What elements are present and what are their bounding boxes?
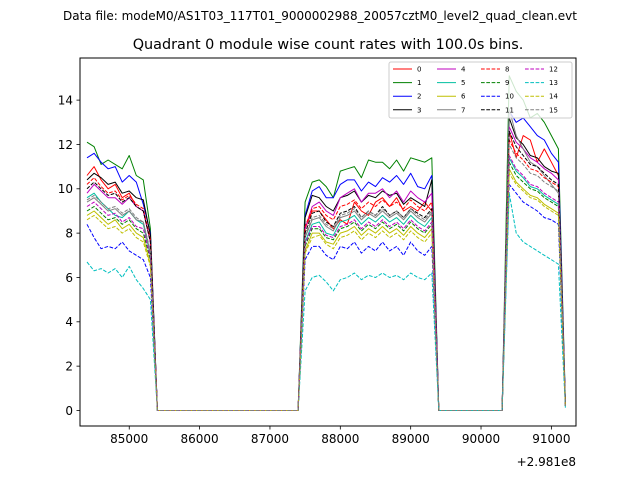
legend-label-9: 9	[505, 79, 509, 87]
legend-frame	[388, 61, 573, 119]
x-offset-label: +2.981e8	[517, 455, 576, 469]
series-line-15	[86, 144, 566, 411]
y-axis: 0 2 4 6 8 10 12 14	[58, 93, 80, 418]
series-line-4	[86, 126, 566, 411]
series-line-8	[86, 139, 566, 411]
legend-label-4: 4	[461, 66, 466, 74]
series-line-9	[86, 161, 566, 411]
legend-label-8: 8	[505, 66, 509, 74]
series-line-1	[86, 75, 566, 411]
series-line-2	[86, 110, 566, 411]
series-layer	[86, 75, 566, 411]
legend-label-13: 13	[549, 79, 558, 87]
legend-label-14: 14	[549, 93, 558, 101]
x-tick-label: 86000	[181, 432, 219, 446]
series-line-0	[86, 130, 566, 411]
y-tick-label: 4	[65, 315, 73, 329]
series-line-11	[86, 130, 566, 411]
series-line-14	[86, 172, 566, 411]
y-tick-label: 6	[65, 271, 73, 285]
legend-label-1: 1	[417, 79, 421, 87]
y-tick-label: 14	[58, 93, 73, 107]
x-tick-label: 87000	[251, 432, 289, 446]
y-tick-label: 2	[65, 359, 73, 373]
y-tick-label: 0	[65, 404, 73, 418]
series-line-10	[86, 183, 566, 411]
legend-label-3: 3	[417, 106, 421, 114]
series-line-12	[86, 155, 566, 411]
legend-label-7: 7	[461, 106, 465, 114]
x-tick-label: 89000	[392, 432, 430, 446]
x-tick-label: 85000	[110, 432, 148, 446]
x-tick-label: 91000	[532, 432, 570, 446]
legend-label-0: 0	[417, 66, 421, 74]
x-tick-label: 88000	[321, 432, 359, 446]
y-tick-label: 8	[65, 226, 73, 240]
y-tick-label: 12	[58, 138, 73, 152]
legend-label-15: 15	[549, 106, 558, 114]
legend-label-11: 11	[505, 106, 514, 114]
suptitle: Data file: modeM0/AS1T03_117T01_90000029…	[63, 9, 577, 23]
plot-area: 85000 86000 87000 88000 89000 90000 91000 0 2 4 6…	[58, 57, 577, 469]
series-line-5	[86, 157, 566, 411]
x-axis: 85000 86000 87000 88000 89000 90000 91000	[110, 426, 570, 446]
legend-label-10: 10	[505, 93, 514, 101]
series-line-6	[86, 168, 566, 411]
chart-title: Quadrant 0 module wise count rates with …	[133, 37, 524, 53]
y-tick-label: 10	[58, 182, 73, 196]
x-tick-label: 90000	[462, 432, 500, 446]
legend-label-2: 2	[417, 93, 421, 101]
legend-label-6: 6	[461, 93, 466, 101]
legend-label-12: 12	[549, 66, 558, 74]
axes-frame	[79, 57, 577, 427]
legend-label-5: 5	[461, 79, 465, 87]
series-line-3	[86, 117, 566, 411]
series-line-7	[86, 108, 566, 411]
